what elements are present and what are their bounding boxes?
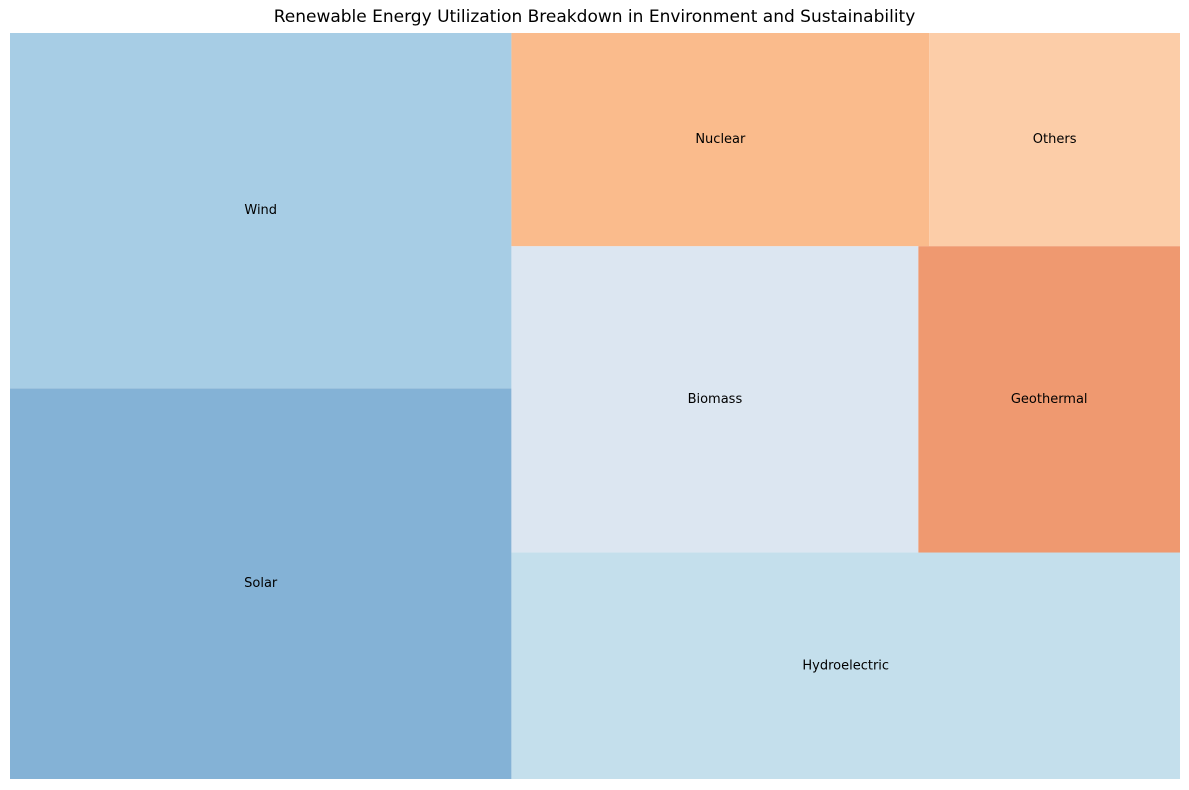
treemap-tile-nuclear bbox=[511, 33, 930, 247]
treemap-tile-biomass bbox=[511, 246, 919, 553]
treemap-tile-wind bbox=[10, 33, 512, 389]
treemap-label-others: Others bbox=[1033, 132, 1077, 147]
treemap-tile-solar bbox=[10, 388, 512, 779]
treemap-label-hydroelectric: Hydroelectric bbox=[802, 658, 889, 673]
treemap-tile-geothermal bbox=[918, 246, 1180, 553]
chart-title: Renewable Energy Utilization Breakdown i… bbox=[273, 7, 916, 27]
treemap-label-nuclear: Nuclear bbox=[695, 132, 746, 147]
treemap-label-geothermal: Geothermal bbox=[1011, 392, 1088, 407]
treemap-label-solar: Solar bbox=[244, 576, 278, 591]
treemap-label-wind: Wind bbox=[244, 203, 277, 218]
treemap-tile-hydroelectric bbox=[511, 552, 1180, 779]
treemap-label-biomass: Biomass bbox=[688, 392, 743, 407]
treemap-tile-others bbox=[929, 33, 1180, 247]
